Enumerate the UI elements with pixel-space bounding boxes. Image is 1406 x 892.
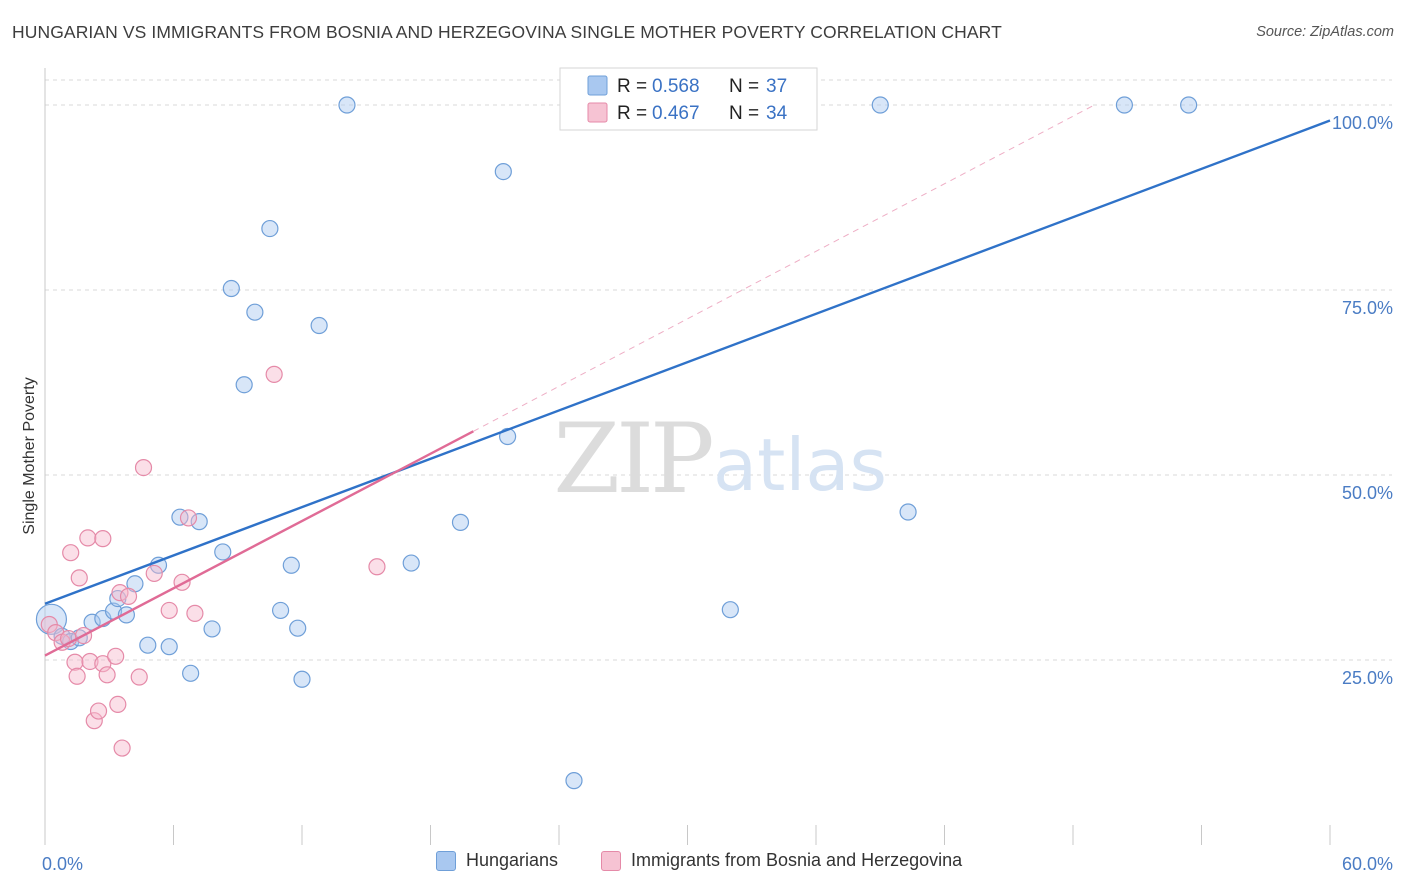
series-legend-hungarians: Hungarians	[436, 850, 558, 871]
hungarians-point	[289, 619, 307, 637]
hungarians-trend-line	[44, 119, 1331, 605]
bosnia-point	[130, 668, 148, 686]
legend-swatch-hungarians	[587, 75, 608, 96]
x-tick-label: 0.0%	[42, 854, 83, 874]
grid-layer	[45, 79, 1392, 661]
y-axis-label: Single Mother Poverty	[21, 377, 38, 534]
bosnia-point	[179, 509, 198, 527]
hungarians-point	[1115, 96, 1134, 114]
y-tick-label: 50.0%	[1342, 483, 1393, 503]
bosnia-point	[62, 544, 80, 562]
hungarians-point	[899, 503, 917, 521]
bosnia-point	[111, 584, 129, 602]
source-credit: Source: ZipAtlas.com	[1256, 24, 1394, 40]
bosnia-point	[186, 604, 204, 622]
series-legend-label-hungarians: Hungarians	[466, 850, 559, 870]
bosnia-point	[68, 667, 86, 685]
bosnia-trend-extension	[473, 104, 1095, 432]
axis-layer: 25.0% 50.0% 75.0% 100.0% 0.0% 60.0%	[42, 68, 1393, 874]
hungarians-point	[565, 772, 583, 790]
hungarians-point	[222, 279, 240, 298]
legend-r-label-bosnia: R =	[617, 103, 647, 124]
bosnia-point	[265, 365, 283, 383]
trend-layer	[44, 104, 1331, 657]
hungarians-point	[235, 376, 253, 394]
legend-swatch-bosnia	[587, 102, 608, 123]
bosnia-point	[113, 739, 131, 757]
hungarians-point	[282, 556, 300, 574]
hungarians-point	[190, 513, 208, 531]
hungarians-point	[871, 96, 889, 114]
bosnia-point	[94, 530, 112, 548]
bosnia-point	[89, 702, 108, 720]
bosnia-point	[66, 653, 84, 671]
bosnia-point	[109, 695, 127, 714]
hungarians-point	[203, 620, 221, 638]
legend-n-label-hungarians: N =	[729, 76, 759, 97]
hungarians-point	[35, 603, 68, 635]
hungarians-point	[1180, 96, 1198, 114]
hungarians-point	[494, 163, 512, 181]
stats-legend: R = 0.568 N = 37 R = 0.467 N = 34	[559, 67, 818, 131]
hungarians-point	[214, 543, 232, 561]
hungarians-point	[160, 638, 178, 656]
bosnia-point	[134, 459, 153, 477]
hungarians-point	[338, 96, 356, 114]
bosnia-point	[81, 652, 99, 671]
series-legend-label-bosnia: Immigrants from Bosnia and Herzegovina	[631, 850, 963, 870]
legend-n-label-bosnia: N =	[729, 103, 759, 124]
bosnia-trend-line	[44, 430, 474, 657]
bosnia-point	[85, 712, 103, 730]
legend-n-value-bosnia: 34	[766, 103, 788, 124]
hungarians-point	[139, 636, 157, 654]
y-tick-label: 25.0%	[1342, 668, 1393, 688]
bosnia-point	[94, 655, 112, 673]
hungarians-point	[451, 513, 470, 531]
chart-title: HUNGARIAN VS IMMIGRANTS FROM BOSNIA AND …	[12, 22, 1002, 42]
legend-r-value-bosnia: 0.467	[652, 103, 700, 124]
hungarians-point	[310, 316, 328, 335]
hungarians-point	[261, 219, 279, 238]
y-tick-label: 75.0%	[1342, 298, 1393, 318]
bosnia-point	[119, 587, 138, 605]
watermark-zip: ZIP	[553, 403, 712, 515]
bosnia-point	[368, 558, 386, 576]
x-tick-label: 60.0%	[1342, 854, 1393, 874]
hungarians-point	[182, 664, 200, 682]
watermark-atlas: atlas	[713, 423, 887, 507]
series-legend: Hungarians Immigrants from Bosnia and He…	[0, 850, 1406, 880]
series-legend-swatch-hungarians	[436, 850, 456, 871]
bosnia-point	[98, 666, 116, 684]
bosnia-point	[107, 647, 125, 665]
hungarians-point	[293, 670, 311, 688]
watermark: ZIP atlas	[553, 403, 887, 515]
bosnia-point	[160, 601, 178, 620]
bosnia-point	[79, 529, 97, 547]
series-legend-bosnia: Immigrants from Bosnia and Herzegovina	[601, 850, 962, 871]
series-legend-swatch-bosnia	[601, 850, 621, 871]
bosnia-point	[70, 569, 88, 587]
hungarians-point	[721, 601, 739, 619]
bosnia-point	[145, 564, 163, 583]
hungarians-point	[402, 554, 420, 572]
hungarians-point	[246, 303, 264, 321]
legend-n-value-hungarians: 37	[766, 76, 787, 97]
hungarians-point	[271, 601, 290, 620]
legend-r-label-hungarians: R =	[617, 76, 647, 97]
y-tick-label: 100.0%	[1332, 113, 1393, 133]
legend-r-value-hungarians: 0.568	[652, 76, 700, 97]
